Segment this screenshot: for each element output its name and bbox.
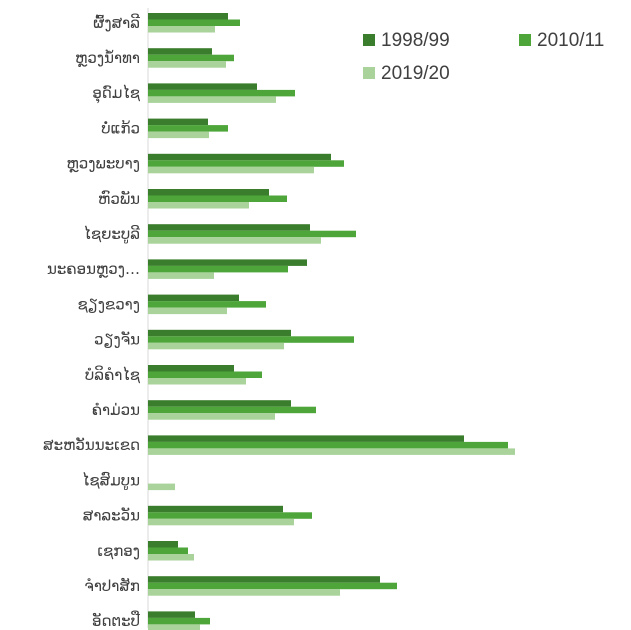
bar-13-series-2: [148, 441, 508, 449]
bar-12-series-3: [148, 413, 275, 420]
bar-16-series-3: [148, 554, 194, 561]
bar-6-series-1: [148, 189, 269, 196]
bar-11-series-1: [148, 365, 234, 372]
bar-18-series-2: [148, 617, 210, 625]
bar-18-series-1: [148, 611, 195, 618]
bar-14-series-3: [148, 483, 175, 491]
legend-swatch-2: [519, 34, 531, 46]
bar-8-series-3: [148, 272, 214, 279]
bar-3-series-1: [148, 83, 257, 90]
legend-swatch-1: [363, 34, 375, 46]
category-label: ອັດຕະປື: [92, 609, 140, 630]
bar-13-series-1: [148, 435, 464, 442]
category-label: ວຽງຈັນ: [94, 329, 140, 348]
bar-18-series-3: [148, 624, 200, 630]
bar-7-series-2: [148, 230, 356, 238]
bar-10-series-2: [148, 336, 354, 343]
category-label: ຫຼວງພະບາງ: [67, 155, 140, 173]
legend: 1998/99 2010/11 2019/20: [363, 30, 604, 84]
bar-9-series-3: [148, 307, 227, 315]
bar-17-series-2: [148, 582, 397, 590]
bar-1-series-1: [148, 13, 228, 20]
category-label: ຄໍາມ່ວນ: [92, 401, 140, 419]
bar-16-series-1: [148, 541, 178, 548]
bar-5-series-2: [148, 160, 344, 167]
category-label: ຈໍາປາສັກ: [84, 576, 140, 595]
category-labels-group: ຜົ້ງສາລີຫຼວງນໍ້າທາອຸດົມໄຊບໍ່ແກ້ວຫຼວງພະບາ…: [43, 13, 141, 630]
legend-swatch-3: [363, 67, 375, 79]
bar-4-series-1: [148, 118, 208, 126]
category-label: ຜົ້ງສາລີ: [93, 13, 140, 32]
bar-4-series-3: [148, 131, 209, 139]
category-label: ບໍລິຄໍາໄຊ: [85, 365, 141, 384]
bar-6-series-2: [148, 195, 287, 202]
category-label: ເຊກອງ: [97, 542, 140, 560]
category-label: ໄຊຍະບູລີ: [83, 224, 140, 244]
bar-8-series-2: [148, 265, 288, 273]
bar-10-series-1: [148, 329, 291, 337]
bar-2-series-1: [148, 48, 212, 55]
bar-16-series-2: [148, 547, 188, 554]
bar-1-series-2: [148, 19, 240, 26]
bar-4-series-2: [148, 125, 228, 132]
bar-17-series-1: [148, 576, 380, 583]
bar-11-series-2: [148, 371, 262, 378]
bar-12-series-2: [148, 406, 316, 414]
bar-12-series-1: [148, 400, 291, 407]
category-label: ຊຽງຂວາງ: [78, 295, 141, 313]
bar-7-series-3: [148, 237, 321, 244]
category-label: ຫຼວງນໍ້າທາ: [75, 48, 140, 67]
category-label: ອຸດົມໄຊ: [92, 83, 140, 104]
bar-10-series-3: [148, 342, 284, 350]
category-label: ຫົວພັນ: [98, 189, 140, 208]
bar-15-series-1: [148, 505, 283, 513]
bar-3-series-2: [148, 89, 295, 97]
bar-13-series-3: [148, 448, 515, 455]
category-label: ໄຊສົມບູນ: [82, 470, 140, 490]
bar-7-series-1: [148, 224, 310, 231]
category-label: ສະຫວັນນະເຂດ: [43, 435, 140, 454]
bar-15-series-3: [148, 518, 294, 526]
bar-6-series-3: [148, 202, 249, 209]
category-label: ນະຄອນຫຼວງ…: [47, 260, 140, 278]
legend-label-2: 2010/11: [537, 30, 604, 51]
bar-2-series-2: [148, 54, 234, 62]
bar-11-series-3: [148, 378, 246, 385]
bar-8-series-1: [148, 259, 307, 266]
category-label: ສາລະວັນ: [83, 506, 140, 525]
legend-label-3: 2019/20: [381, 63, 450, 84]
bar-3-series-3: [148, 96, 276, 103]
bar-1-series-3: [148, 26, 215, 33]
bar-2-series-3: [148, 61, 226, 68]
category-label: ບໍ່ແກ້ວ: [101, 119, 140, 138]
bar-9-series-1: [148, 294, 239, 302]
bar-5-series-1: [148, 153, 331, 161]
bars-group: [148, 13, 515, 630]
bar-15-series-2: [148, 512, 312, 519]
bar-9-series-2: [148, 301, 266, 308]
bar-17-series-3: [148, 589, 340, 596]
bar-5-series-3: [148, 166, 314, 174]
legend-label-1: 1998/99: [381, 30, 450, 51]
